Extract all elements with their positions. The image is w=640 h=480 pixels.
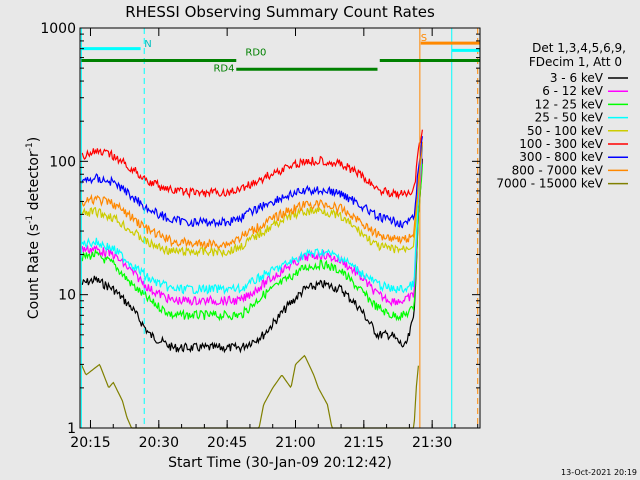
flag-label-rd4: RD4 (213, 64, 234, 75)
y-label-sup1: -1 (25, 215, 35, 224)
y-label-main: Count Rate (s (26, 224, 42, 319)
series-line-6 (80, 136, 423, 229)
series-line-2 (80, 163, 423, 322)
x-tick-label-0: 20:15 (70, 435, 110, 451)
x-tick-label-5: 21:30 (412, 435, 452, 451)
legend-label-6: 300 - 800 keV (519, 150, 603, 164)
x-tick-label-1: 20:30 (139, 435, 179, 451)
x-axis-label: Start Time (30-Jan-09 20:12:42) (168, 455, 392, 471)
series-line-5 (81, 129, 423, 200)
footer-date: 13-Oct-2021 20:19 (561, 468, 637, 477)
legend-label-4: 50 - 100 keV (527, 124, 604, 138)
legend-label-3: 25 - 50 keV (535, 111, 604, 125)
legend: Det 1,3,4,5,6,9, FDecim 1, Att 0 3 - 6 k… (496, 41, 628, 191)
x-tick-label-3: 21:00 (275, 435, 315, 451)
y-tick-label-3: 1000 (40, 21, 76, 37)
flag-label-rd0: RD0 (245, 48, 266, 59)
y-axis-label: Count Rate (s-1 detector-1) (25, 137, 42, 319)
legend-label-1: 6 - 12 keV (542, 84, 604, 98)
legend-label-0: 3 - 6 keV (550, 71, 604, 85)
legend-label-8: 7000 - 15000 keV (496, 177, 603, 191)
plot-frame (79, 27, 481, 429)
y-label-mid: detector (26, 151, 42, 215)
y-tick-label-1: 10 (58, 288, 76, 304)
legend-header-2: FDecim 1, Att 0 (529, 55, 622, 69)
series-line-4 (80, 144, 423, 258)
flag-label-n: N (144, 39, 151, 50)
plot-area: RD0 RD4 N S (80, 28, 480, 429)
axes: 20:15 20:30 20:45 21:00 21:15 21:30 1 10 100 1000 (40, 21, 480, 451)
y-label-end: ) (26, 137, 42, 142)
legend-label-7: 800 - 7000 keV (512, 163, 604, 177)
legend-label-2: 12 - 25 keV (535, 97, 604, 111)
y-tick-label-2: 100 (49, 154, 76, 170)
x-tick-label-2: 20:45 (207, 435, 247, 451)
x-tick-label-4: 21:15 (344, 435, 384, 451)
series-line-0 (81, 158, 423, 354)
y-label-sup2: -1 (25, 142, 35, 151)
legend-label-5: 100 - 300 keV (519, 137, 603, 151)
chart-title: RHESSI Observing Summary Count Rates (125, 3, 435, 21)
series-line-7 (80, 141, 423, 250)
legend-header-1: Det 1,3,4,5,6,9, (532, 41, 626, 55)
y-tick-label-0: 1 (67, 421, 76, 437)
flag-label-s: S (421, 33, 427, 44)
series-line-3 (80, 146, 423, 295)
